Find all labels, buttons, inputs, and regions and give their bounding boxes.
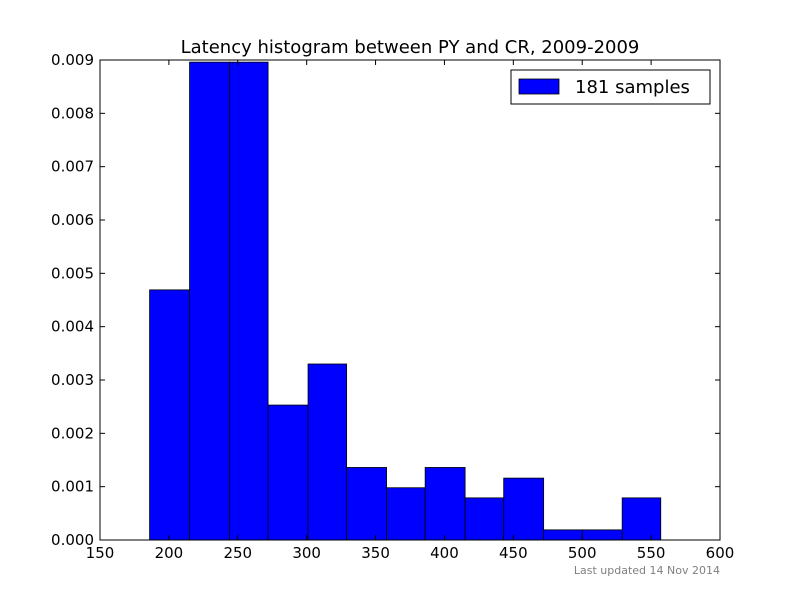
histogram-bar-2	[229, 61, 269, 541]
histogram-bar-4	[307, 363, 348, 541]
y-tick-label: 0.003	[51, 371, 94, 389]
x-tick-label: 500	[568, 544, 597, 562]
x-tick-label: 450	[499, 544, 528, 562]
legend-swatch	[518, 78, 560, 95]
histogram-bar-8	[464, 497, 505, 541]
y-tick-label: 0.001	[51, 478, 94, 496]
histogram-bar-0	[149, 289, 190, 541]
bars-group	[149, 61, 662, 541]
legend: 181 samples	[510, 69, 711, 105]
y-tick-label: 0.005	[51, 264, 94, 282]
histogram-bar-6	[386, 487, 426, 541]
y-tick-label: 0.008	[51, 104, 94, 122]
x-tick-label: 150	[86, 544, 115, 562]
plot-frame	[99, 59, 721, 541]
histogram-bar-5	[346, 467, 387, 541]
histogram-bar-3	[267, 404, 309, 541]
histogram-bar-11	[581, 529, 623, 541]
x-tick-label: 550	[637, 544, 666, 562]
x-tick-label: 300	[292, 544, 321, 562]
x-tick-label: 400	[430, 544, 459, 562]
x-tick-label: 600	[706, 544, 735, 562]
x-tick-label: 350	[361, 544, 390, 562]
y-tick-label: 0.000	[51, 531, 94, 549]
y-tick-label: 0.002	[51, 424, 94, 442]
legend-label: 181 samples	[575, 77, 690, 98]
y-tick-label: 0.007	[51, 158, 94, 176]
histogram-bar-7	[424, 467, 466, 541]
y-tick-label: 0.006	[51, 211, 94, 229]
histogram-bar-9	[503, 477, 545, 541]
histogram-bar-12	[621, 497, 662, 541]
histogram-bar-1	[189, 61, 230, 541]
y-tick-label: 0.004	[51, 318, 94, 336]
x-tick-label: 250	[223, 544, 252, 562]
histogram-bar-10	[543, 529, 583, 541]
footnote: Last updated 14 Nov 2014	[574, 564, 720, 577]
chart-title: Latency histogram between PY and CR, 200…	[181, 37, 640, 58]
x-tick-label: 200	[155, 544, 184, 562]
tick-labels-group: 150 200 250 300 350 400 450 500 550 600 0.000 0.001…	[51, 51, 734, 562]
ticks-group	[99, 59, 721, 541]
y-tick-label: 0.009	[51, 51, 94, 69]
